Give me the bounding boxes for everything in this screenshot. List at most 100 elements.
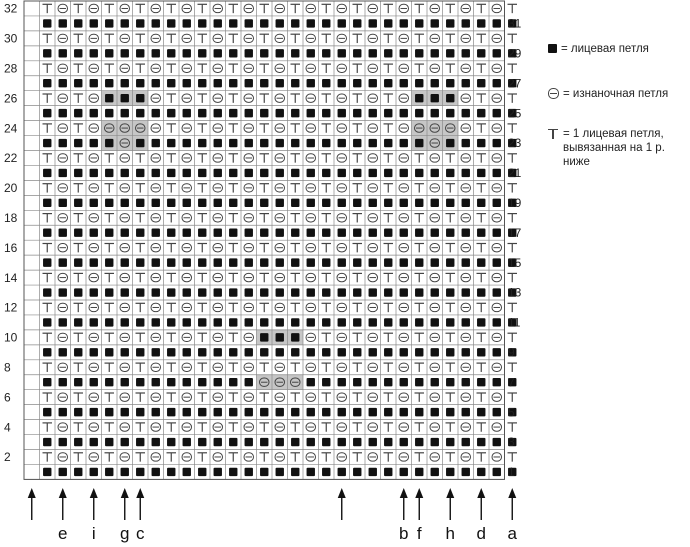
purl-stitch-icon xyxy=(305,392,316,402)
knit-stitch-icon xyxy=(229,198,238,208)
knit-stitch-icon xyxy=(337,407,346,417)
knit-stitch-icon xyxy=(384,348,393,357)
knit-stitch-icon xyxy=(58,318,67,327)
column-marker-label: e xyxy=(58,524,67,543)
purl-stitch-icon xyxy=(274,123,285,133)
knit-stitch-icon xyxy=(306,318,315,327)
purl-stitch-icon xyxy=(274,422,285,432)
arrow-head-icon xyxy=(89,488,98,498)
purl-stitch-icon xyxy=(274,392,285,402)
purl-stitch-icon xyxy=(119,33,130,44)
knit-stitch-icon xyxy=(151,378,160,387)
purl-stitch-icon xyxy=(119,138,130,148)
knit-stitch-icon xyxy=(260,79,269,88)
row-number-left: 2 xyxy=(4,450,11,464)
knit-stitch-icon xyxy=(353,288,362,297)
knit-stitch-icon xyxy=(198,198,207,208)
row-number-left: 18 xyxy=(4,211,18,225)
knit-stitch-icon xyxy=(322,407,331,417)
purl-stitch-icon xyxy=(336,3,347,14)
purl-stitch-icon xyxy=(336,452,347,462)
purl-stitch-icon xyxy=(150,93,161,103)
purl-stitch-icon xyxy=(88,243,99,253)
knit-stitch-icon xyxy=(151,467,160,477)
knit-stitch-icon xyxy=(229,378,238,387)
knit-stitch-icon xyxy=(399,407,408,417)
row-number-left: 32 xyxy=(4,2,18,16)
knit-stitch-icon xyxy=(461,138,470,148)
knit-stitch-icon xyxy=(275,138,284,148)
knit-stitch-icon xyxy=(43,288,52,297)
knit-stitch-icon xyxy=(275,407,284,417)
knit-stitch-icon xyxy=(167,288,176,297)
knit-stitch-icon xyxy=(548,44,557,54)
purl-stitch-icon xyxy=(398,332,409,343)
knit-stitch-icon xyxy=(260,168,269,178)
knit-stitch-icon xyxy=(89,19,98,28)
purl-stitch-icon xyxy=(336,153,347,163)
purl-stitch-icon xyxy=(88,33,99,44)
row-number-right: 13 xyxy=(508,286,522,300)
knit-stitch-icon xyxy=(446,318,455,327)
knit-stitch-icon xyxy=(89,348,98,357)
knit-stitch-icon xyxy=(198,168,207,178)
purl-stitch-icon xyxy=(88,153,99,163)
knit-stitch-icon xyxy=(446,108,455,118)
purl-stitch-icon xyxy=(243,332,254,343)
knit-stitch-icon xyxy=(306,258,315,267)
knit-stitch-icon xyxy=(337,49,346,58)
knit-stitch-icon xyxy=(415,318,424,327)
knit-stitch-icon xyxy=(74,228,83,237)
knit-stitch-icon xyxy=(384,228,393,237)
knit-stitch-icon xyxy=(43,228,52,237)
knit-stitch-icon xyxy=(399,108,408,118)
purl-stitch-icon xyxy=(57,422,68,432)
knit-stitch-icon xyxy=(229,288,238,297)
purl-stitch-icon xyxy=(212,93,223,103)
knit-stitch-icon xyxy=(89,318,98,327)
knit-stitch-icon xyxy=(229,407,238,417)
knit-stitch-icon xyxy=(105,228,114,237)
knit-stitch-icon xyxy=(74,467,83,477)
purl-stitch-icon xyxy=(274,213,285,223)
knit-stitch-icon xyxy=(105,258,114,267)
knit-stitch-icon xyxy=(291,19,300,28)
row-number-right: 31 xyxy=(508,17,522,31)
knit-stitch-icon xyxy=(213,437,222,447)
column-marker-label: c xyxy=(136,524,145,543)
arrow-head-icon xyxy=(508,488,517,498)
purl-stitch-icon xyxy=(88,302,99,313)
knit-stitch-icon xyxy=(353,108,362,118)
knit-stitch-icon xyxy=(260,288,269,297)
knit-stitch-icon xyxy=(198,228,207,237)
knit-stitch-icon xyxy=(74,258,83,267)
knit-stitch-icon xyxy=(213,258,222,267)
knit-stitch-icon xyxy=(136,168,145,178)
knit-stitch-icon xyxy=(384,168,393,178)
knit-stitch-icon xyxy=(492,288,501,297)
knit-stitch-icon xyxy=(446,407,455,417)
knit-stitch-icon xyxy=(244,407,253,417)
knit-stitch-icon xyxy=(182,467,191,477)
purl-stitch-icon xyxy=(150,213,161,223)
purl-stitch-icon xyxy=(460,332,471,343)
knit-stitch-icon xyxy=(58,407,67,417)
knit-stitch-icon xyxy=(492,19,501,28)
knit-stitch-icon xyxy=(446,467,455,477)
knit-stitch-icon xyxy=(477,108,486,118)
purl-stitch-icon xyxy=(119,272,130,283)
knit-stitch-icon xyxy=(213,108,222,118)
knit-stitch-icon xyxy=(105,407,114,417)
purl-stitch-icon xyxy=(88,93,99,103)
purl-stitch-icon xyxy=(367,33,378,44)
purl-stitch-icon xyxy=(274,33,285,44)
purl-stitch-icon xyxy=(429,362,440,372)
row-number-right: 19 xyxy=(508,196,522,210)
knit-stitch-icon xyxy=(508,228,517,237)
purl-stitch-icon xyxy=(274,63,285,73)
knit-stitch-icon xyxy=(461,79,470,88)
purl-stitch-icon xyxy=(367,123,378,133)
knit-stitch-icon xyxy=(244,288,253,297)
purl-stitch-icon xyxy=(429,422,440,432)
knit-stitch-icon xyxy=(306,467,315,477)
